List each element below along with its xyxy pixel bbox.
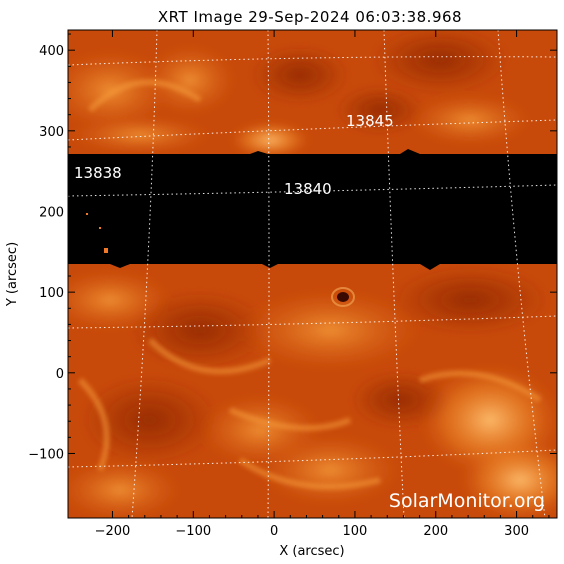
y-tick-label: 0	[56, 367, 64, 382]
x-axis-label: X (arcsec)	[279, 544, 344, 559]
bright-point	[86, 213, 88, 215]
active-region-label: 13838	[74, 164, 122, 182]
y-axis-ticks: −100 0 100 200 300 400	[28, 33, 557, 462]
x-tick-label: −100	[175, 524, 211, 539]
plot-title: XRT Image 29-Sep-2024 06:03:38.968	[158, 8, 462, 26]
bright-point	[99, 227, 101, 229]
y-tick-label: 300	[39, 125, 64, 140]
y-axis-label: Y (arcsec)	[5, 242, 20, 307]
y-tick-label: 400	[39, 44, 64, 59]
x-tick-label: −200	[95, 524, 131, 539]
x-tick-label: 0	[270, 524, 278, 539]
x-tick-label: 200	[423, 524, 448, 539]
watermark: SolarMonitor.org	[389, 490, 545, 512]
x-axis-ticks: −200 −100 0 100 200 300	[95, 30, 550, 539]
x-tick-label: 100	[343, 524, 368, 539]
heliographic-grid	[68, 30, 557, 518]
y-tick-label: −100	[28, 447, 64, 462]
coronal-loops	[77, 79, 542, 490]
bright-point	[104, 248, 108, 253]
plot-frame	[67, 29, 558, 519]
active-region-label: 13845	[346, 112, 394, 130]
data-gap-band	[68, 149, 557, 270]
active-region-label: 13840	[284, 180, 332, 198]
sunspot	[337, 292, 349, 302]
x-tick-label: 300	[504, 524, 529, 539]
y-tick-label: 100	[39, 286, 64, 301]
solar-image: 13845 13838 13840 SolarMonitor.org	[68, 30, 557, 518]
y-tick-label: 200	[39, 205, 64, 220]
sunspot-halo	[331, 287, 355, 307]
